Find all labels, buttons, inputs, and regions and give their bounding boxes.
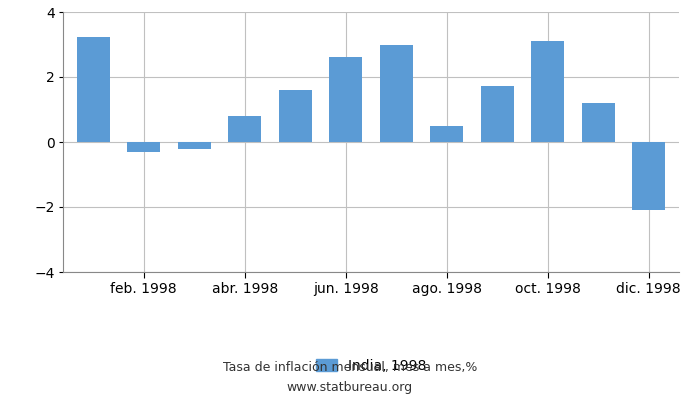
Bar [582,103,615,142]
Bar [329,57,362,142]
Bar [632,142,665,210]
Bar [178,142,211,148]
Bar [531,41,564,142]
Legend: India, 1998: India, 1998 [309,352,433,380]
Bar [481,86,514,142]
Bar [77,37,110,142]
Bar [127,142,160,152]
Text: Tasa de inflación mensual, mes a mes,%: Tasa de inflación mensual, mes a mes,% [223,362,477,374]
Bar [380,44,413,142]
Bar [430,126,463,142]
Text: www.statbureau.org: www.statbureau.org [287,382,413,394]
Bar [279,90,312,142]
Bar [228,116,261,142]
